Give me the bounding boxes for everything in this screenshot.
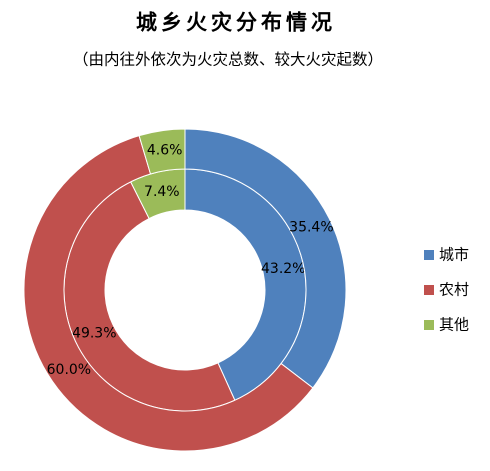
value-label: 7.4% [144,184,180,200]
value-label: 43.2% [261,261,305,277]
doughnut-slice [23,135,314,452]
value-label: 49.3% [72,325,116,341]
legend-swatch [424,285,434,295]
chart-subtitle: （由内往外依次为火灾总数、较大火灾起数） [73,51,383,69]
legend-swatch [424,320,434,330]
legend-label: 城市 [439,246,469,264]
legend-label: 农村 [439,281,469,299]
legend-swatch [424,250,434,260]
chart-title: 城乡火灾分布情况 [136,10,336,35]
value-label: 4.6% [147,142,183,158]
value-label: 35.4% [289,220,333,236]
value-label: 60.0% [47,362,91,378]
legend-label: 其他 [439,316,469,334]
doughnut-slice [138,128,186,175]
